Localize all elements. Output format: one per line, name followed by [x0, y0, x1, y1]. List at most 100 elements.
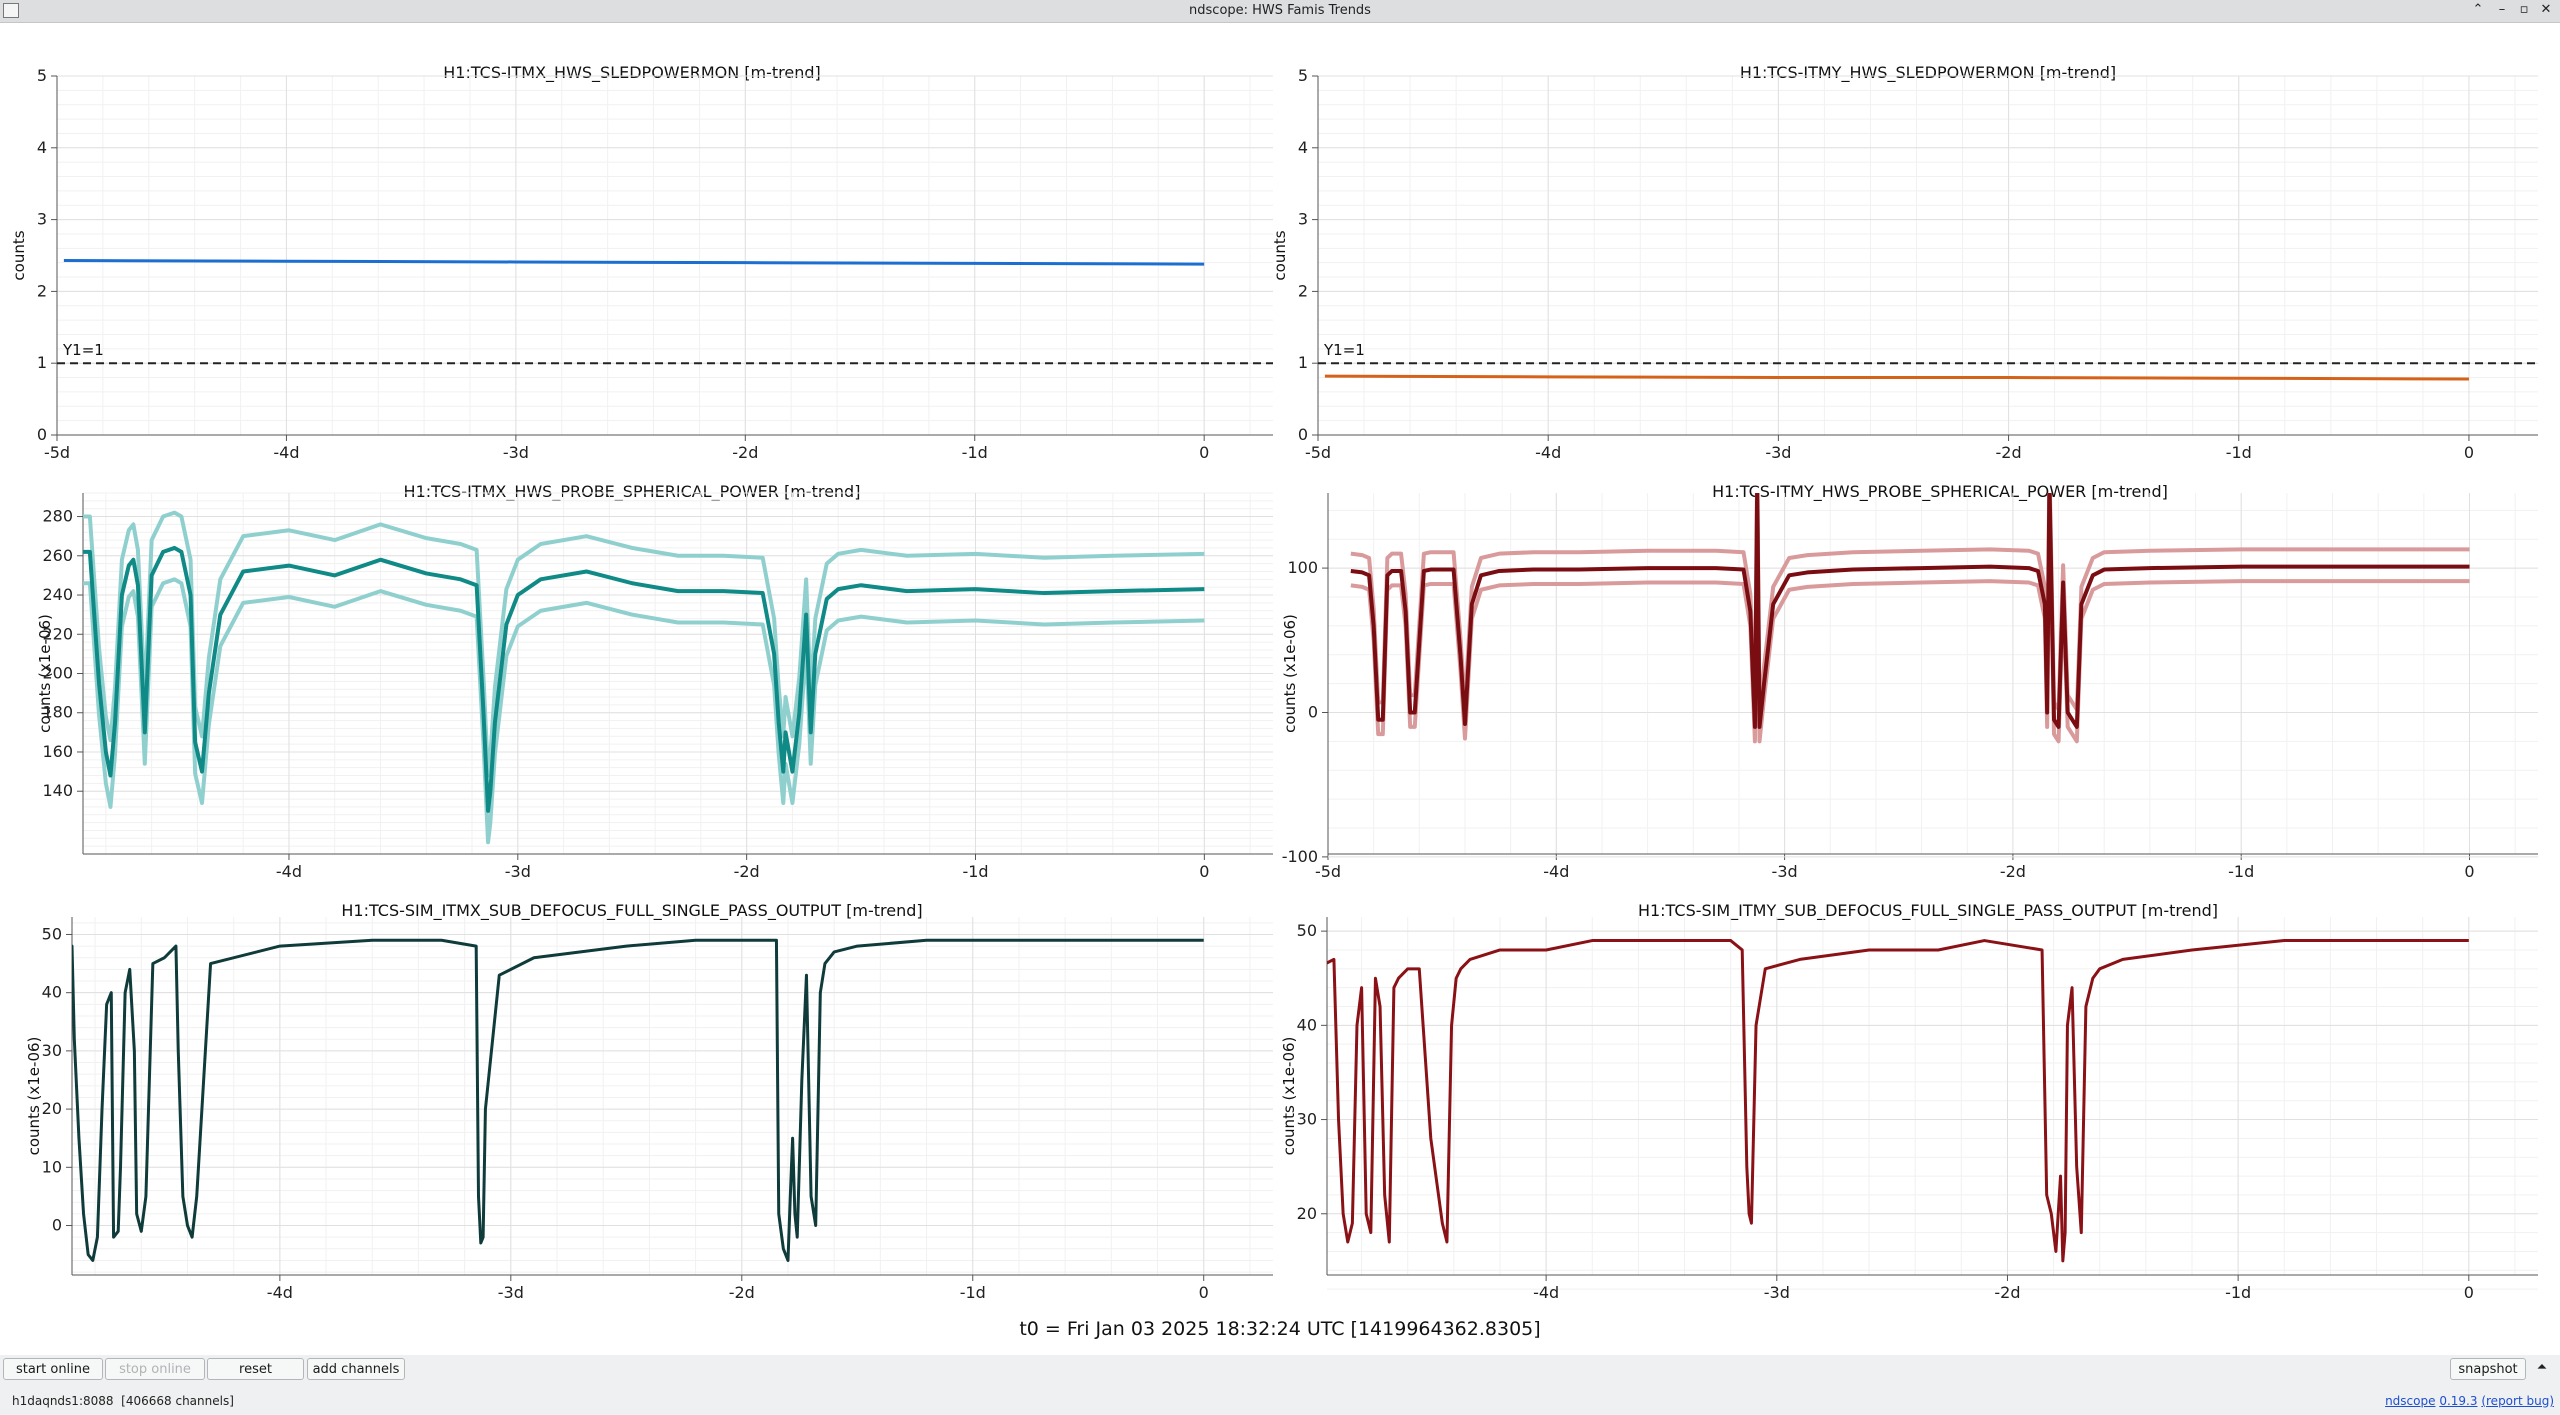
- ndscope-link[interactable]: ndscope: [2385, 1394, 2436, 1408]
- y-tick-label: 1: [37, 353, 47, 372]
- report-bug-link[interactable]: (report bug): [2481, 1394, 2554, 1408]
- x-tick-label: -4d: [276, 862, 302, 881]
- app-icon[interactable]: [3, 3, 19, 18]
- series-line[interactable]: [1350, 481, 2470, 729]
- series-line[interactable]: [63, 259, 1205, 266]
- y-tick-label: 30: [1297, 1110, 1317, 1129]
- y-tick-label: 40: [42, 983, 62, 1002]
- plots-canvas[interactable]: H1:TCS-ITMX_HWS_SLEDPOWERMON [m-trend] co…: [0, 23, 2560, 1365]
- toolbar: start online stop online reset add chann…: [0, 1355, 2560, 1387]
- threshold-label: Y1=1: [62, 341, 104, 359]
- x-tick-label: -1d: [2225, 1283, 2251, 1302]
- y-tick-label: 30: [42, 1041, 62, 1060]
- x-tick-label: -1d: [960, 1283, 986, 1302]
- t0-label: t0 = Fri Jan 03 2025 18:32:24 UTC [14199…: [1019, 1318, 1541, 1340]
- y-tick-label: 1: [1298, 353, 1308, 372]
- plot-title: H1:TCS-ITMY_HWS_PROBE_SPHERICAL_POWER [m…: [1712, 482, 2168, 502]
- x-tick-label: -4d: [273, 443, 299, 462]
- y-tick-label: 180: [42, 703, 73, 722]
- x-tick-label: -5d: [1305, 443, 1331, 462]
- y-tick-label: 240: [42, 585, 73, 604]
- x-tick-label: 0: [1199, 1283, 1209, 1302]
- y-tick-label: 0: [1298, 425, 1308, 444]
- y-tick-label: 20: [42, 1099, 62, 1118]
- x-tick-label: -3d: [1764, 1283, 1790, 1302]
- y-axis-label: counts (x1e-06): [25, 1037, 43, 1156]
- x-tick-label: -1d: [962, 862, 988, 881]
- expand-icon[interactable]: ⏶: [2536, 1360, 2548, 1375]
- series-line[interactable]: [83, 545, 1205, 813]
- y-axis-label: counts (x1e-06): [36, 614, 54, 733]
- x-tick-label: -2d: [734, 862, 760, 881]
- y-tick-label: 5: [37, 66, 47, 85]
- y-tick-label: 0: [52, 1216, 62, 1235]
- stop-online-button[interactable]: stop online: [105, 1358, 205, 1380]
- x-tick-label: -1d: [962, 443, 988, 462]
- plot-panel-3[interactable]: H1:TCS-ITMX_HWS_PROBE_SPHERICAL_POWER [m…: [36, 482, 1273, 881]
- x-tick-label: 0: [2464, 862, 2474, 881]
- plot-title: H1:TCS-SIM_ITMX_SUB_DEFOCUS_FULL_SINGLE_…: [341, 901, 922, 921]
- y-tick-label: 3: [1298, 210, 1308, 229]
- version-info: ndscope 0.19.3 (report bug): [2385, 1394, 2554, 1408]
- y-tick-label: 200: [42, 664, 73, 683]
- keep-above-icon[interactable]: ⌃: [2472, 2, 2484, 17]
- series-line[interactable]: [1324, 374, 2469, 381]
- status-bar: h1daqnds1:8088 [406668 channels] ndscope…: [0, 1388, 2560, 1415]
- series-group: [1350, 481, 2470, 744]
- maximize-icon[interactable]: ▫: [2519, 2, 2529, 17]
- plot-grid[interactable]: H1:TCS-ITMX_HWS_SLEDPOWERMON [m-trend] co…: [0, 23, 2560, 1365]
- series-group: [1324, 374, 2469, 381]
- plot-panel-2[interactable]: H1:TCS-ITMY_HWS_SLEDPOWERMON [m-trend] co…: [1271, 63, 2538, 462]
- minimize-icon[interactable]: –: [2498, 2, 2506, 17]
- series-group: [83, 510, 1205, 845]
- y-tick-label: 280: [42, 507, 73, 526]
- y-tick-label: 0: [1308, 702, 1318, 721]
- x-tick-label: 0: [2464, 443, 2474, 462]
- plot-panel-4[interactable]: H1:TCS-ITMY_HWS_PROBE_SPHERICAL_POWER [m…: [1281, 464, 2538, 881]
- window-title: ndscope: HWS Famis Trends: [1189, 3, 1371, 18]
- x-tick-label: -5d: [1315, 862, 1341, 881]
- plot-panel-5[interactable]: H1:TCS-SIM_ITMX_SUB_DEFOCUS_FULL_SINGLE_…: [25, 901, 1273, 1302]
- series-group: [63, 259, 1205, 266]
- y-tick-label: 0: [37, 425, 47, 444]
- threshold-label: Y1=1: [1323, 341, 1365, 359]
- plot-panel-1[interactable]: H1:TCS-ITMX_HWS_SLEDPOWERMON [m-trend] co…: [10, 63, 1273, 462]
- plot-title: H1:TCS-ITMY_HWS_SLEDPOWERMON [m-trend]: [1740, 63, 2116, 83]
- version-link[interactable]: 0.19.3: [2439, 1394, 2478, 1408]
- x-tick-label: -2d: [1996, 443, 2022, 462]
- reset-button[interactable]: reset: [207, 1358, 304, 1380]
- y-tick-label: 140: [42, 781, 73, 800]
- start-online-button[interactable]: start online: [3, 1358, 103, 1380]
- add-channels-button[interactable]: add channels: [307, 1358, 405, 1380]
- x-tick-label: -2d: [732, 443, 758, 462]
- x-tick-label: -5d: [44, 443, 70, 462]
- plot-panel-6[interactable]: H1:TCS-SIM_ITMY_SUB_DEFOCUS_FULL_SINGLE_…: [1280, 901, 2538, 1302]
- y-tick-label: 40: [1297, 1015, 1317, 1034]
- x-tick-label: -4d: [1533, 1283, 1559, 1302]
- y-tick-label: 3: [37, 210, 47, 229]
- snapshot-button[interactable]: snapshot: [2450, 1358, 2526, 1380]
- y-tick-label: 260: [42, 546, 73, 565]
- channel-count: [406668 channels]: [121, 1394, 234, 1408]
- series-line[interactable]: [49, 938, 1204, 1262]
- plot-title: H1:TCS-ITMX_HWS_SLEDPOWERMON [m-trend]: [443, 63, 821, 83]
- series-group: [1315, 939, 2469, 1263]
- x-tick-label: -2d: [729, 1283, 755, 1302]
- series-line[interactable]: [1315, 939, 2469, 1263]
- server-name: h1daqnds1:8088: [12, 1394, 114, 1408]
- y-tick-label: 2: [1298, 281, 1308, 300]
- plot-title: H1:TCS-SIM_ITMY_SUB_DEFOCUS_FULL_SINGLE_…: [1638, 901, 2218, 921]
- y-tick-label: 2: [37, 281, 47, 300]
- window-titlebar: ndscope: HWS Famis Trends ⌃ – ▫ ✕: [0, 0, 2560, 23]
- x-tick-label: -1d: [2226, 443, 2252, 462]
- y-tick-label: 50: [1297, 921, 1317, 940]
- y-axis-label: counts (x1e-06): [1281, 614, 1299, 733]
- x-tick-label: -2d: [2000, 862, 2026, 881]
- y-axis-label: counts: [1271, 230, 1289, 280]
- y-tick-label: 4: [1298, 138, 1308, 157]
- y-axis-label: counts: [10, 230, 28, 280]
- x-tick-label: -4d: [1535, 443, 1561, 462]
- y-axis-label: counts (x1e-06): [1280, 1037, 1298, 1156]
- y-tick-label: 50: [42, 924, 62, 943]
- close-icon[interactable]: ✕: [2540, 2, 2552, 17]
